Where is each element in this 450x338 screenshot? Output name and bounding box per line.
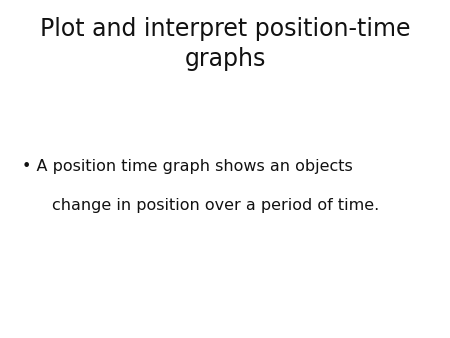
Text: Plot and interpret position-time
graphs: Plot and interpret position-time graphs xyxy=(40,17,410,71)
Text: change in position over a period of time.: change in position over a period of time… xyxy=(52,198,379,213)
Text: • A position time graph shows an objects: • A position time graph shows an objects xyxy=(22,159,353,174)
